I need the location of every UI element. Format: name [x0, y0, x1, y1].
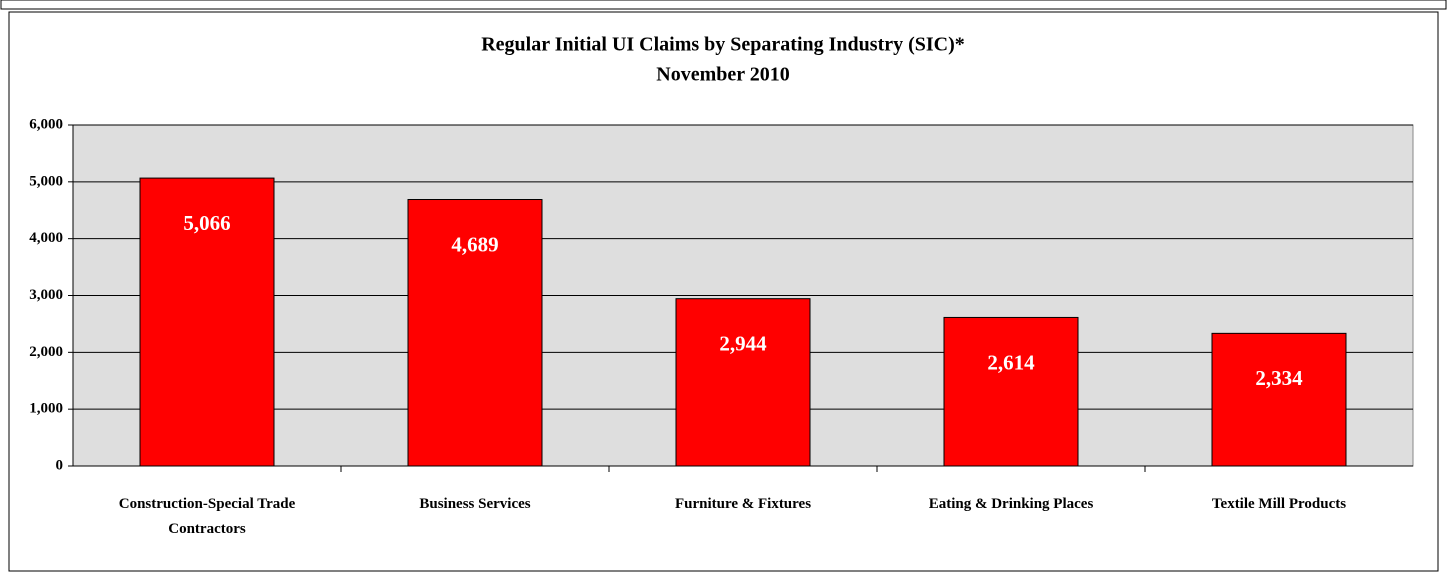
value-label: 4,689 — [451, 232, 498, 256]
y-tick-label: 3,000 — [29, 287, 63, 303]
bar — [407, 199, 543, 467]
y-tick-label: 2,000 — [29, 344, 63, 360]
chart-subtitle: November 2010 — [656, 64, 790, 86]
x-tick-label: Construction-Special Trade Contractors — [118, 496, 296, 537]
y-tick-label: 5,000 — [29, 173, 63, 189]
value-label: 2,614 — [987, 350, 1035, 374]
bar — [1211, 332, 1347, 467]
bar — [675, 298, 811, 467]
x-tick-label: Eating & Drinking Places — [928, 496, 1094, 512]
value-label: 2,334 — [1255, 366, 1303, 390]
x-tick-label: Textile Mill Products — [1211, 496, 1347, 512]
y-tick-label: 1,000 — [29, 401, 63, 417]
x-tick-label: Business Services — [419, 496, 531, 512]
top-frame — [0, 0, 1447, 10]
y-tick-label: 4,000 — [29, 230, 63, 246]
y-tick-label: 0 — [56, 457, 64, 473]
bar — [139, 177, 275, 467]
chart-title: Regular Initial UI Claims by Separating … — [481, 34, 965, 56]
y-tick-label: 6,000 — [29, 116, 63, 132]
value-label: 2,944 — [719, 331, 767, 355]
x-tick-label: Furniture & Fixtures — [674, 496, 812, 512]
value-label: 5,066 — [183, 211, 230, 235]
bar — [943, 316, 1079, 467]
